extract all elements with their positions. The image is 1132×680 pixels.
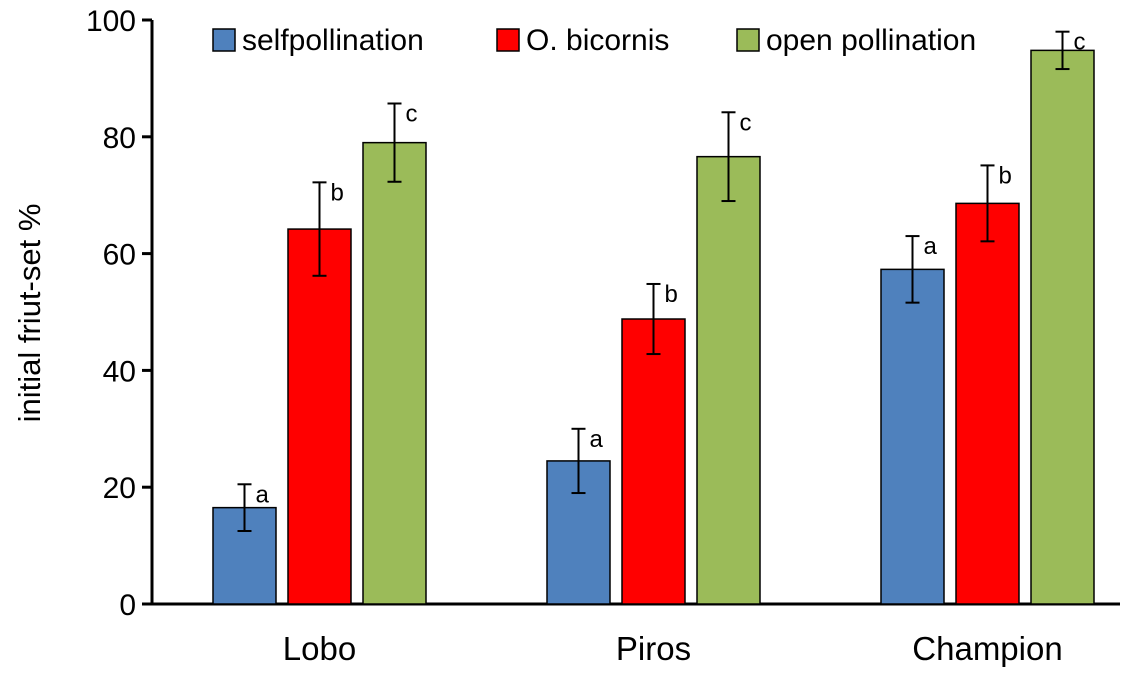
bar: [696, 155, 761, 605]
legend-swatch: [736, 28, 760, 52]
y-tick-label: 20: [103, 472, 136, 505]
y-tick-label: 60: [103, 239, 136, 272]
significance-label: b: [665, 281, 678, 308]
y-tick-label: 40: [103, 355, 136, 388]
legend-item: open pollination: [736, 24, 976, 57]
bar: [287, 228, 352, 605]
significance-label: b: [999, 162, 1012, 189]
legend-swatch: [496, 28, 520, 52]
category-group: a b c Piros: [546, 109, 761, 667]
category-group: a b c Champion: [880, 29, 1095, 667]
legend-swatch: [212, 28, 236, 52]
legend-label: O. bicornis: [526, 24, 669, 57]
bar: [1030, 49, 1095, 605]
category-label: Champion: [912, 630, 1062, 667]
legend: selfpollination O. bicornis open pollinati…: [212, 24, 976, 57]
category-label: Piros: [616, 630, 691, 667]
bar: [955, 202, 1020, 605]
bar: [362, 141, 427, 605]
y-tick-label: 100: [86, 5, 136, 38]
legend-item: selfpollination: [212, 24, 424, 57]
significance-label: c: [406, 101, 418, 128]
bar: [880, 268, 945, 605]
significance-label: c: [1074, 29, 1086, 56]
category-group: a b c Lobo: [212, 101, 427, 667]
bars: a b c Lobo a b c Piros a b c Champion: [212, 29, 1095, 667]
legend-label: selfpollination: [242, 24, 424, 57]
y-tick-label: 80: [103, 122, 136, 155]
significance-label: c: [740, 109, 752, 136]
y-axis-label: initial friut-set %: [12, 204, 47, 423]
significance-label: a: [256, 481, 270, 508]
significance-label: a: [924, 233, 938, 260]
category-label: Lobo: [283, 630, 356, 667]
significance-label: a: [590, 426, 604, 453]
legend-label: open pollination: [766, 24, 976, 57]
bar: [621, 318, 686, 605]
significance-label: b: [331, 179, 344, 206]
y-tick-label: 0: [119, 589, 136, 622]
bar: [212, 506, 277, 605]
legend-item: O. bicornis: [496, 24, 669, 57]
